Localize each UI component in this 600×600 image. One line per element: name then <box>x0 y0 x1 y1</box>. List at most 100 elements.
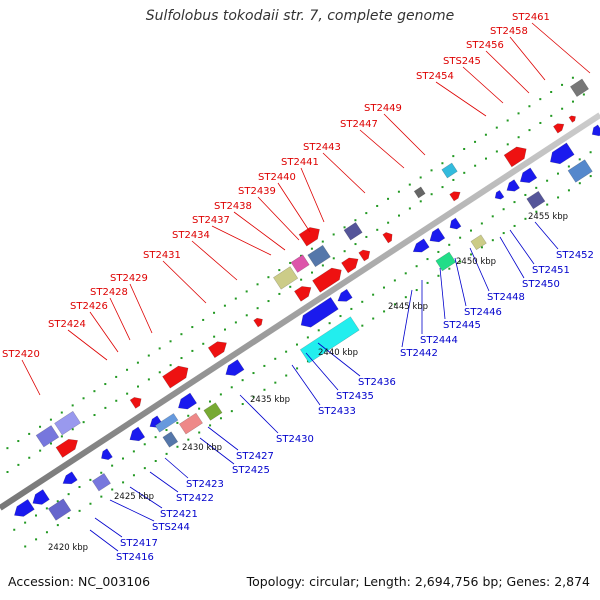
reverse-gene[interactable] <box>517 167 538 187</box>
forward-gene[interactable] <box>449 189 463 202</box>
reverse-gene[interactable] <box>410 238 430 256</box>
forward-gene[interactable] <box>55 435 81 458</box>
reverse-gene[interactable] <box>435 251 457 272</box>
forward-gene[interactable] <box>382 230 395 244</box>
gene-label-top[interactable]: ST2441 <box>281 157 319 168</box>
forward-gene[interactable] <box>441 162 458 179</box>
gene-label-bottom[interactable]: STS244 <box>152 522 190 533</box>
gene-label-bottom[interactable]: ST2430 <box>276 434 314 445</box>
forward-gene[interactable] <box>253 316 265 328</box>
track-dot <box>361 300 364 303</box>
gene-label-top[interactable]: ST2456 <box>466 40 504 51</box>
forward-gene[interactable] <box>129 395 144 409</box>
track-dot <box>147 354 150 357</box>
forward-gene[interactable] <box>35 425 60 448</box>
forward-gene[interactable] <box>273 266 299 290</box>
reverse-gene[interactable] <box>11 499 35 520</box>
reverse-gene[interactable] <box>29 489 50 508</box>
gene-label-top[interactable]: ST2420 <box>2 349 40 360</box>
gene-label-top[interactable]: ST2440 <box>258 172 296 183</box>
reverse-gene[interactable] <box>447 217 462 232</box>
forward-gene[interactable] <box>307 244 331 268</box>
gene-label-bottom[interactable]: ST2451 <box>532 265 570 276</box>
gene-label-bottom[interactable]: ST2433 <box>318 406 356 417</box>
gene-label-bottom[interactable]: ST2422 <box>176 493 214 504</box>
gene-label-bottom[interactable]: ST2442 <box>400 348 438 359</box>
gene-label-top[interactable]: ST2447 <box>340 119 378 130</box>
gene-label-top[interactable]: ST2449 <box>364 103 402 114</box>
forward-gene[interactable] <box>298 223 323 247</box>
gene-label-bottom[interactable]: ST2445 <box>443 320 481 331</box>
gene-label-bottom[interactable]: ST2435 <box>336 391 374 402</box>
gene-label-bottom[interactable]: ST2446 <box>464 307 502 318</box>
reverse-gene[interactable] <box>493 189 505 201</box>
forward-gene[interactable] <box>413 186 426 199</box>
forward-gene[interactable] <box>341 254 361 274</box>
gene-label-top[interactable]: ST2439 <box>238 186 276 197</box>
reverse-gene[interactable] <box>297 297 339 331</box>
gene-label-top[interactable]: ST2461 <box>512 12 550 23</box>
forward-gene[interactable] <box>568 114 577 123</box>
reverse-gene[interactable] <box>299 316 360 364</box>
gene-label-bottom[interactable]: ST2450 <box>522 279 560 290</box>
reverse-gene[interactable] <box>47 498 72 521</box>
forward-gene[interactable] <box>290 254 310 273</box>
gene-label-top[interactable]: ST2438 <box>214 201 252 212</box>
reverse-gene[interactable] <box>567 159 593 183</box>
reverse-gene[interactable] <box>91 472 111 492</box>
gene-label-bottom[interactable]: ST2452 <box>556 250 594 261</box>
gene-label-top[interactable]: ST2428 <box>90 287 128 298</box>
gene-label-bottom[interactable]: ST2444 <box>420 335 458 346</box>
forward-gene[interactable] <box>358 247 373 262</box>
gene-label-top[interactable]: ST2424 <box>48 319 86 330</box>
forward-gene[interactable] <box>343 222 363 241</box>
reverse-gene[interactable] <box>427 227 446 246</box>
label-leader <box>509 36 546 81</box>
forward-gene[interactable] <box>294 283 314 302</box>
forward-gene[interactable] <box>553 121 566 134</box>
forward-gene[interactable] <box>54 410 81 436</box>
reverse-gene[interactable] <box>504 179 520 195</box>
forward-gene[interactable] <box>162 362 191 389</box>
forward-gene[interactable] <box>503 143 530 168</box>
reverse-gene[interactable] <box>589 124 600 139</box>
reverse-gene[interactable] <box>222 359 245 380</box>
track-dot <box>474 164 477 167</box>
gene-label-bottom[interactable]: ST2421 <box>160 509 198 520</box>
gene-label-bottom[interactable]: ST2425 <box>232 465 270 476</box>
reverse-gene[interactable] <box>178 412 203 435</box>
forward-gene[interactable] <box>569 78 589 97</box>
track-dot <box>230 386 233 389</box>
reverse-gene[interactable] <box>203 402 223 421</box>
gene-label-top[interactable]: ST2454 <box>416 71 454 82</box>
track-dot <box>415 289 418 292</box>
forward-gene[interactable] <box>207 338 230 359</box>
gene-label-top[interactable]: ST2429 <box>110 273 148 284</box>
gene-label-bottom[interactable]: ST2416 <box>116 552 154 563</box>
gene-label-top[interactable]: ST2426 <box>70 301 108 312</box>
gene-label-top[interactable]: ST2431 <box>143 250 181 261</box>
gene-label-top[interactable]: ST2458 <box>490 26 528 37</box>
track-dot <box>426 258 429 261</box>
reverse-gene[interactable] <box>470 234 487 251</box>
reverse-gene[interactable] <box>526 190 546 210</box>
reverse-gene[interactable] <box>60 471 78 488</box>
gene-label-bottom[interactable]: ST2427 <box>236 451 274 462</box>
gene-label-top[interactable]: ST2443 <box>303 142 341 153</box>
reverse-gene[interactable] <box>335 288 353 305</box>
gene-label-top[interactable]: ST2437 <box>192 215 230 226</box>
gene-label-bottom[interactable]: ST2448 <box>487 292 525 303</box>
reverse-gene[interactable] <box>175 392 198 413</box>
reverse-gene[interactable] <box>154 413 179 433</box>
reverse-gene[interactable] <box>99 448 113 463</box>
gene-label-top[interactable]: ST2434 <box>172 230 210 241</box>
forward-gene[interactable] <box>312 264 345 293</box>
reverse-gene[interactable] <box>127 426 146 445</box>
reverse-gene[interactable] <box>546 142 575 168</box>
gene-label-bottom[interactable]: ST2417 <box>120 538 158 549</box>
reverse-gene[interactable] <box>162 431 179 448</box>
gene-label-top[interactable]: STS245 <box>443 56 481 67</box>
gene-label-bottom[interactable]: ST2423 <box>186 479 224 490</box>
gene-label-bottom[interactable]: ST2436 <box>358 377 396 388</box>
